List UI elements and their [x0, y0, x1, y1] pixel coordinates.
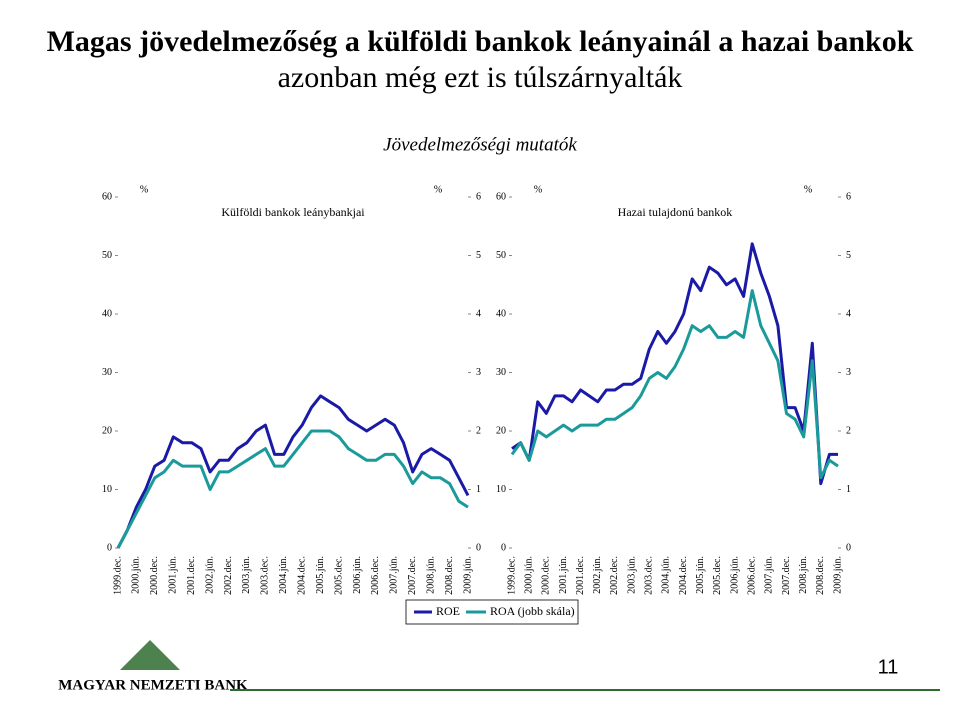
- y-tick-label: 60: [102, 191, 112, 202]
- x-tick-label: 1999.dec.: [112, 556, 123, 595]
- series-line: [511, 242, 838, 486]
- x-tick-label: 2001.jún.: [168, 556, 179, 594]
- logo-text: MAGYAR NEMZETI BANK: [58, 677, 248, 693]
- x-tick-label: 2008.dec.: [444, 556, 455, 595]
- y2-tick-label: 1: [846, 484, 851, 495]
- x-tick-label: 2007.jún.: [764, 556, 775, 594]
- y-tick-label: 10: [496, 484, 506, 495]
- y2-tick-label: 4: [476, 308, 481, 319]
- y2-tick-label: 2: [476, 425, 481, 436]
- y2-tick-label: 3: [846, 367, 851, 378]
- x-tick-label: 2007.dec.: [407, 556, 418, 595]
- y2-tick-label: 2: [846, 425, 851, 436]
- x-tick-label: 2000.jún.: [523, 556, 534, 594]
- chart-title: Külföldi bankok leánybankjai: [221, 205, 365, 219]
- series-line: [510, 289, 839, 480]
- series-line: [116, 429, 469, 549]
- legend-label: ROE: [436, 604, 460, 618]
- title-line: azonban még ezt is túlszárnyalták: [278, 61, 683, 94]
- x-tick-label: 2008.jún.: [798, 556, 809, 594]
- x-tick-label: 2007.jún.: [389, 556, 400, 594]
- x-tick-label: 2009.jún.: [462, 556, 473, 594]
- x-tick-label: 1999.dec.: [506, 556, 517, 595]
- x-tick-label: 2006.jún.: [352, 556, 363, 594]
- y-tick-label: 20: [102, 425, 112, 436]
- x-tick-label: 2001.jún.: [558, 556, 569, 594]
- x-tick-label: 2002.jún.: [204, 556, 215, 594]
- x-tick-label: 2003.jún.: [626, 556, 637, 594]
- x-tick-label: 2004.jún.: [661, 556, 672, 594]
- y-tick-label: 60: [496, 191, 506, 202]
- x-tick-label: 2008.dec.: [815, 556, 826, 595]
- x-tick-label: 2002.jún.: [592, 556, 603, 594]
- y-tick-label: 0: [501, 542, 506, 553]
- x-tick-label: 2005.dec.: [712, 556, 723, 595]
- x-tick-label: 2005.dec.: [333, 556, 344, 595]
- series-line: [116, 394, 470, 549]
- page-number: 11: [878, 656, 899, 678]
- x-tick-label: 2001.dec.: [575, 556, 586, 595]
- y2-tick-label: 4: [846, 308, 851, 319]
- legend-box: [405, 599, 579, 625]
- y2-tick-label: 1: [476, 484, 481, 495]
- x-tick-label: 2000.dec.: [149, 556, 160, 595]
- y-tick-label: 40: [102, 308, 112, 319]
- y2-axis-label: %: [434, 184, 442, 195]
- y2-axis-label: %: [804, 184, 812, 195]
- y-axis-label: %: [534, 184, 542, 195]
- subtitle: Jövedelmezőségi mutatók: [383, 134, 577, 155]
- x-tick-label: 2006.dec.: [747, 556, 758, 595]
- x-tick-label: 2004.dec.: [678, 556, 689, 595]
- x-tick-label: 2001.dec.: [186, 556, 197, 595]
- x-tick-label: 2009.jún.: [832, 556, 843, 594]
- x-tick-label: 2002.dec.: [223, 556, 234, 595]
- y-tick-label: 50: [102, 250, 112, 261]
- x-tick-label: 2004.jún.: [278, 556, 289, 594]
- y-tick-label: 30: [496, 367, 506, 378]
- x-tick-label: 2006.dec.: [370, 556, 381, 595]
- y2-tick-label: 0: [846, 542, 851, 553]
- chart-title: Hazai tulajdonú bankok: [618, 205, 733, 219]
- x-tick-label: 2007.dec.: [781, 556, 792, 595]
- y-tick-label: 20: [496, 425, 506, 436]
- x-tick-label: 2006.jún.: [729, 556, 740, 594]
- y2-tick-label: 5: [846, 250, 851, 261]
- y2-tick-label: 6: [846, 191, 851, 202]
- y2-tick-label: 6: [476, 191, 481, 202]
- y-tick-label: 40: [496, 308, 506, 319]
- y-axis-label: %: [140, 184, 148, 195]
- x-tick-label: 2000.dec.: [541, 556, 552, 595]
- x-tick-label: 2004.dec.: [297, 556, 308, 595]
- logo: MAGYAR NEMZETI BANK: [58, 640, 248, 693]
- x-tick-label: 2005.jún.: [695, 556, 706, 594]
- y-tick-label: 10: [102, 484, 112, 495]
- x-tick-label: 2002.dec.: [609, 556, 620, 595]
- x-tick-label: 2003.jún.: [241, 556, 252, 594]
- y-tick-label: 50: [496, 250, 506, 261]
- y-tick-label: 0: [107, 542, 112, 553]
- y2-tick-label: 3: [476, 367, 481, 378]
- x-tick-label: 2005.jún.: [315, 556, 326, 594]
- y2-tick-label: 5: [476, 250, 481, 261]
- x-tick-label: 2003.dec.: [260, 556, 271, 595]
- x-tick-label: 2003.dec.: [644, 556, 655, 595]
- x-tick-label: 2008.jún.: [425, 556, 436, 594]
- legend-label: ROA (jobb skála): [490, 604, 575, 618]
- title-line: Magas jövedelmezőség a külföldi bankok l…: [47, 25, 914, 58]
- y-tick-label: 30: [102, 367, 112, 378]
- y2-tick-label: 0: [476, 542, 481, 553]
- x-tick-label: 2000.jún.: [131, 556, 142, 594]
